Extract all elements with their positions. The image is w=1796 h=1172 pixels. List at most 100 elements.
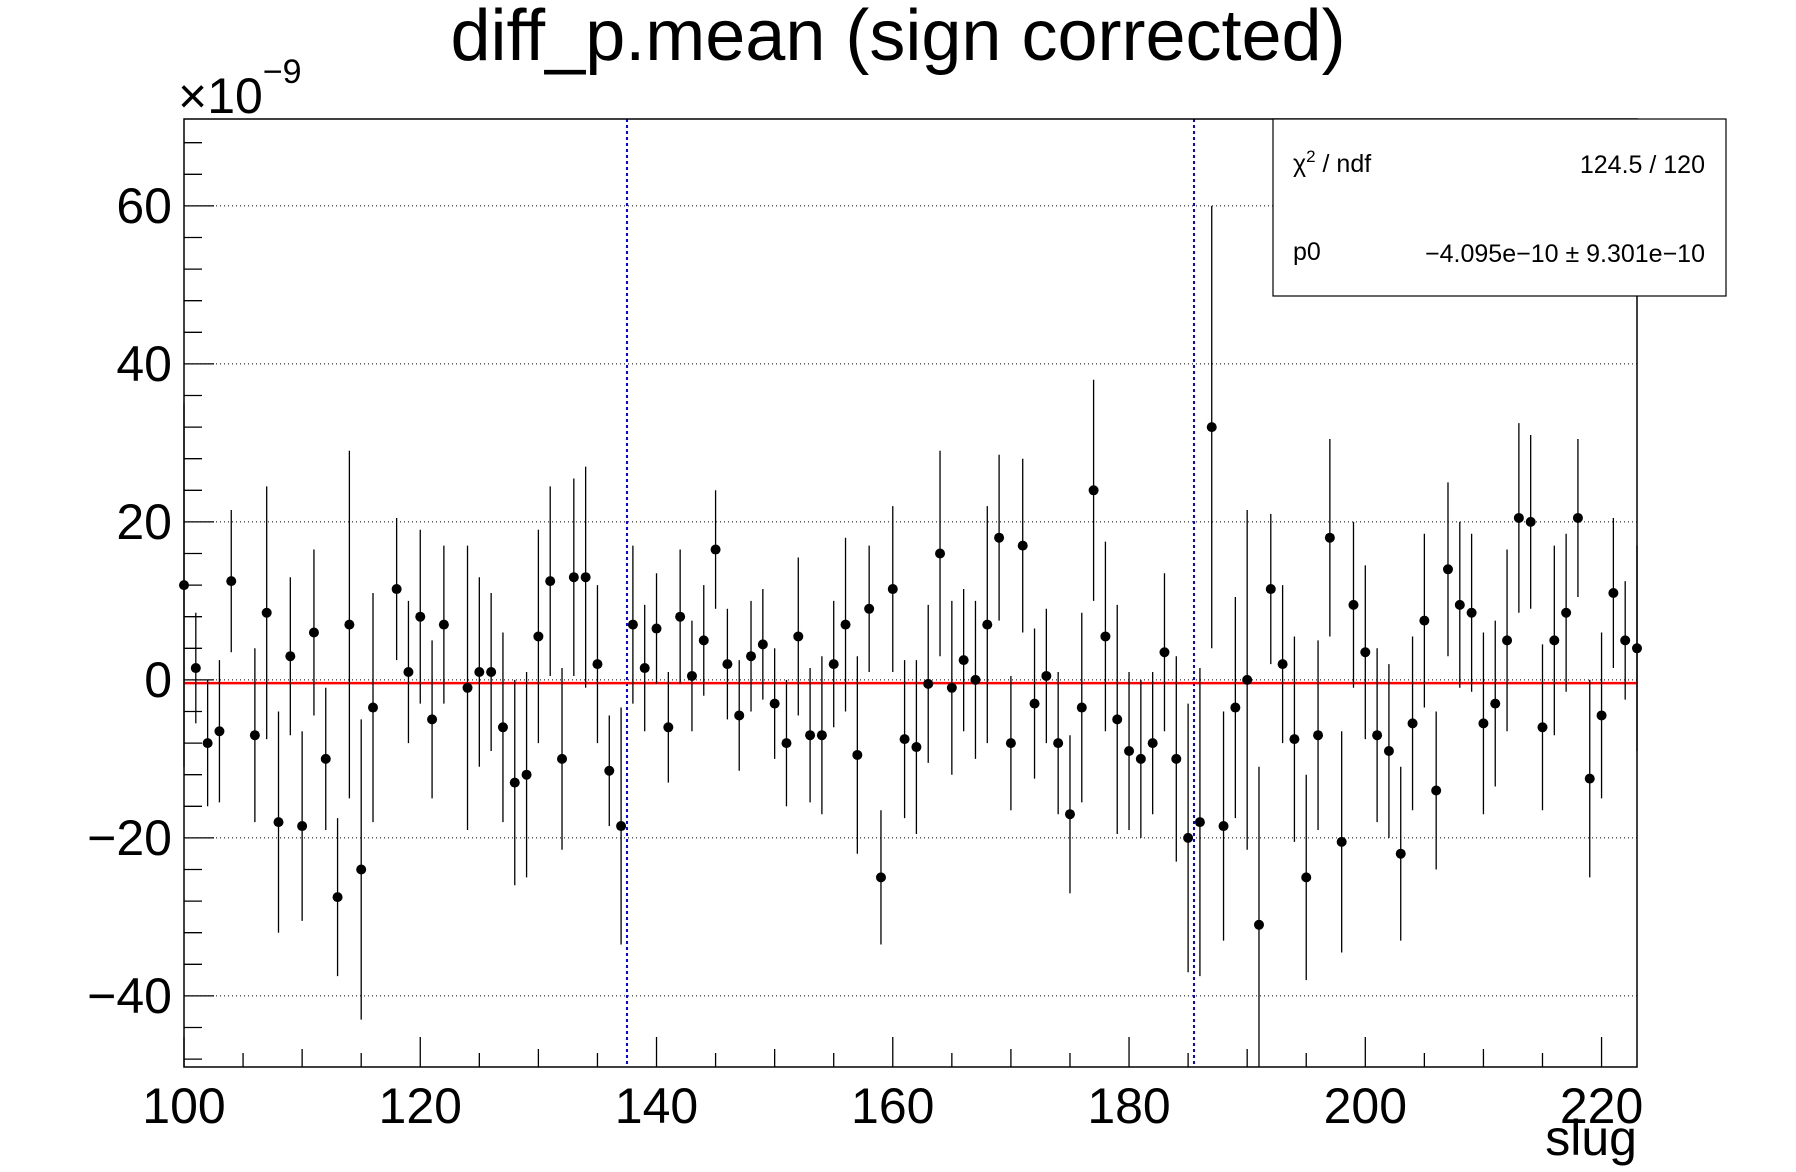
data-marker	[320, 753, 331, 764]
data-marker	[982, 619, 993, 630]
data-point	[686, 620, 697, 732]
data-marker	[1537, 722, 1548, 733]
data-point	[1608, 517, 1619, 669]
data-point	[746, 600, 757, 712]
data-marker	[1324, 532, 1335, 543]
data-marker	[781, 738, 792, 749]
data-point	[1549, 545, 1560, 736]
y-axis-ticks: −40 −20 0 20 40 60	[87, 142, 214, 1060]
data-marker	[1005, 738, 1016, 749]
data-marker	[970, 674, 981, 685]
data-marker	[1159, 647, 1170, 658]
data-marker	[1419, 615, 1430, 626]
data-marker	[1572, 512, 1583, 523]
data-point	[1076, 612, 1087, 803]
x-tick-label: 140	[615, 1078, 698, 1134]
data-marker	[1017, 540, 1028, 551]
data-point	[781, 679, 792, 807]
data-point	[1183, 703, 1194, 973]
data-marker	[1395, 848, 1406, 859]
stats-chi2-label: χ2 / ndf	[1293, 147, 1371, 178]
data-point	[249, 648, 260, 823]
data-marker	[1076, 702, 1087, 713]
data-point	[864, 545, 875, 672]
stats-p0-label: p0	[1293, 238, 1321, 266]
y-exponent-base: ×10	[178, 68, 263, 124]
data-point	[1324, 438, 1335, 637]
data-point	[1171, 656, 1182, 862]
data-point	[1513, 423, 1524, 613]
stats-box-frame	[1272, 118, 1727, 297]
data-point	[1206, 205, 1217, 649]
data-point	[403, 600, 414, 744]
data-point	[214, 660, 225, 803]
data-point	[580, 466, 591, 688]
x-tick-label: 200	[1324, 1078, 1407, 1134]
data-marker	[1490, 698, 1501, 709]
x-tick-label: 160	[851, 1078, 934, 1134]
data-marker	[899, 734, 910, 745]
data-point	[1301, 774, 1312, 981]
data-marker	[497, 722, 508, 733]
data-marker	[1206, 422, 1217, 433]
data-point	[1230, 596, 1241, 819]
data-marker	[698, 635, 709, 646]
data-point	[722, 608, 733, 720]
data-marker	[1478, 718, 1489, 729]
data-marker	[651, 623, 662, 634]
y-tick-label: 20	[116, 494, 172, 550]
chart-title: diff_p.mean (sign corrected)	[450, 0, 1345, 76]
data-marker	[1041, 670, 1052, 681]
data-point	[462, 545, 473, 830]
data-point	[509, 679, 520, 886]
data-point	[887, 506, 898, 672]
data-point	[1502, 549, 1513, 732]
data-point	[592, 585, 603, 744]
data-marker	[875, 872, 886, 883]
data-point	[427, 640, 438, 799]
data-point	[261, 486, 272, 740]
data-marker	[368, 702, 379, 713]
data-marker	[545, 576, 556, 587]
data-point	[1112, 604, 1123, 834]
data-point	[202, 679, 213, 807]
data-marker	[1383, 746, 1394, 756]
x-tick-label: 220	[1560, 1078, 1643, 1134]
data-marker	[438, 619, 449, 630]
data-marker	[864, 603, 875, 614]
data-point	[1596, 632, 1607, 799]
data-marker	[1088, 485, 1099, 496]
data-marker	[202, 738, 213, 749]
data-point	[568, 478, 579, 676]
data-marker	[1171, 753, 1182, 764]
y-tick-label: 0	[144, 652, 172, 708]
data-point	[497, 632, 508, 823]
data-point	[438, 545, 449, 704]
data-marker	[769, 698, 780, 709]
data-point	[958, 589, 969, 732]
data-marker	[663, 722, 674, 733]
data-point	[545, 486, 556, 676]
data-marker	[557, 753, 568, 764]
data-point	[1454, 521, 1465, 688]
data-point	[1017, 458, 1028, 633]
data-marker	[604, 765, 615, 776]
data-marker	[757, 639, 768, 650]
data-marker	[675, 611, 686, 622]
data-marker	[568, 572, 579, 583]
data-point	[226, 510, 237, 653]
data-marker	[1289, 734, 1300, 745]
data-marker	[686, 670, 697, 681]
data-marker	[1466, 607, 1477, 618]
data-marker	[521, 769, 532, 780]
data-marker	[1407, 718, 1418, 729]
data-marker	[1360, 647, 1371, 658]
data-point	[805, 668, 816, 803]
data-marker	[462, 682, 473, 693]
data-point	[1490, 620, 1501, 787]
data-marker	[1372, 730, 1383, 741]
data-point	[852, 656, 863, 854]
data-point	[757, 589, 768, 700]
data-point	[1135, 679, 1146, 838]
data-point	[710, 490, 721, 609]
